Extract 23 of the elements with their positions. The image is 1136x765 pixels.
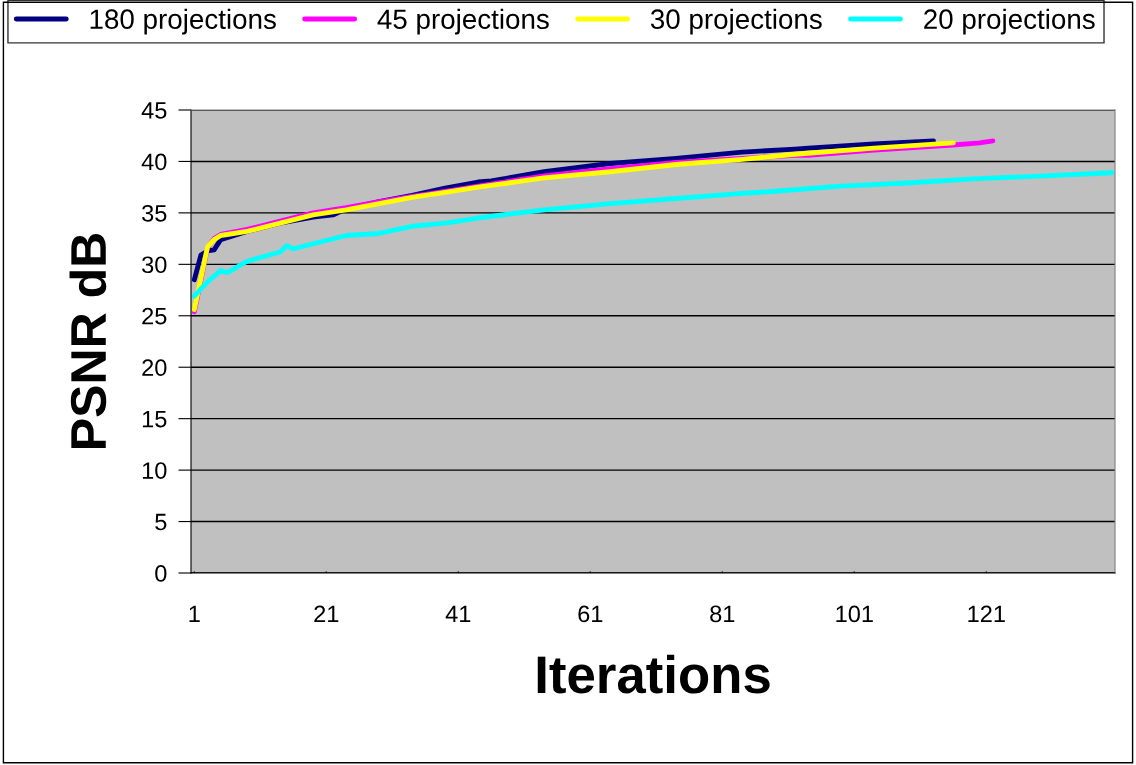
legend-label: 30 projections bbox=[650, 8, 822, 35]
y-tick-label: 40 bbox=[141, 153, 167, 171]
x-tick-label: 41 bbox=[445, 605, 471, 623]
x-tick-label: 61 bbox=[578, 605, 603, 623]
legend-label: 180 projections bbox=[90, 8, 276, 35]
y-tick-label: 10 bbox=[142, 462, 167, 479]
y-tick-label: 30 bbox=[142, 256, 167, 274]
x-tick-label: 81 bbox=[710, 605, 735, 623]
y-tick-label: 45 bbox=[141, 102, 167, 119]
y-tick-label: 25 bbox=[142, 307, 167, 325]
y-tick-label: 20 bbox=[142, 359, 167, 377]
x-tick-label: 21 bbox=[314, 605, 339, 623]
x-tick-label: 1 bbox=[189, 605, 200, 623]
y-tick-label: 35 bbox=[142, 204, 167, 222]
x-axis-title: Iterations bbox=[537, 654, 770, 694]
y-axis-title: PSNR dB bbox=[69, 234, 107, 448]
legend-label: 45 projections bbox=[377, 8, 549, 35]
y-tick-label: 0 bbox=[155, 565, 167, 582]
x-tick-label: 101 bbox=[836, 605, 873, 623]
legend-label: 20 projections bbox=[924, 8, 1095, 35]
y-tick-label: 5 bbox=[155, 513, 167, 531]
x-tick-label: 121 bbox=[968, 605, 1005, 623]
y-tick-label: 15 bbox=[142, 410, 167, 428]
